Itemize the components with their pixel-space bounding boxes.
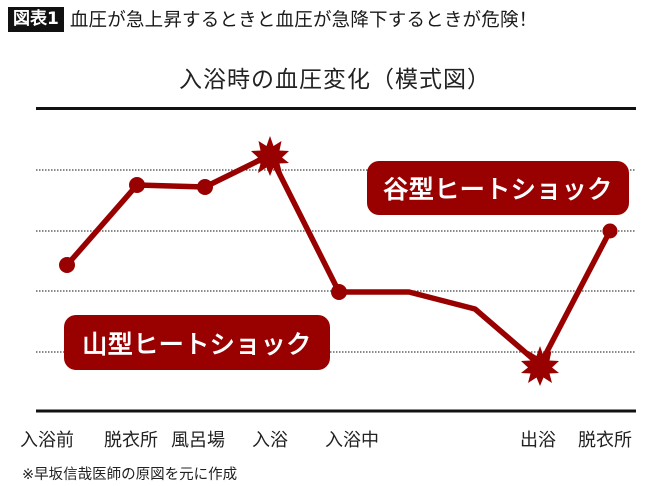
x-label-bathroom: 風呂場 bbox=[171, 430, 225, 451]
valley-heat-shock-label: 谷型ヒートショック bbox=[367, 161, 629, 215]
chart-title: 入浴時の血圧変化（模式図） bbox=[179, 67, 491, 93]
headline: 血圧が急上昇するときと血圧が急降下するときが危険！ bbox=[69, 10, 538, 31]
x-label-in-bath: 入浴中 bbox=[325, 430, 379, 451]
source-footnote: ※早坂信哉医師の原図を元に作成 bbox=[22, 467, 238, 483]
mountain-heat-shock-label: 山型ヒートショック bbox=[64, 315, 330, 370]
x-label-before-bath: 入浴前 bbox=[20, 430, 74, 451]
starburst-icon bbox=[521, 346, 559, 386]
x-label-dressing-room: 脱衣所 bbox=[104, 430, 158, 451]
x-label-enter-bath: 入浴 bbox=[252, 430, 288, 451]
data-point-markers bbox=[59, 177, 618, 300]
figure-header: 図表1 血圧が急上昇するときと血圧が急降下するときが危険！ bbox=[8, 6, 537, 32]
x-label-dressing-room-after: 脱衣所 bbox=[578, 430, 632, 451]
x-label-exit-bath: 出浴 bbox=[520, 430, 556, 451]
figure-badge: 図表1 bbox=[8, 6, 64, 32]
starburst-icon bbox=[251, 136, 289, 176]
